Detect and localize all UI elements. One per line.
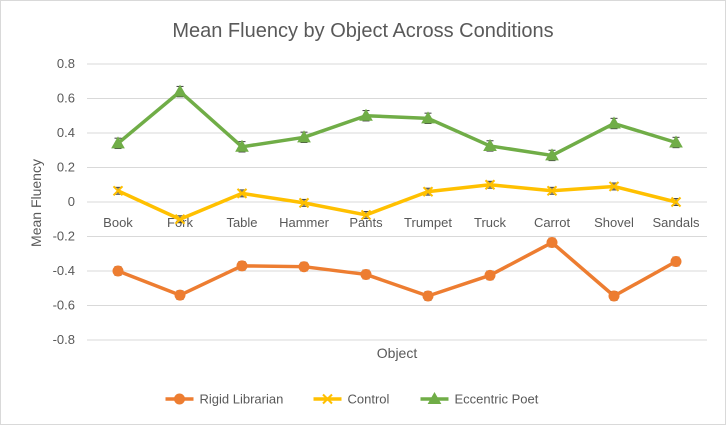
chart-title: Mean Fluency by Object Across Conditions (172, 20, 553, 42)
legend-marker (427, 391, 442, 404)
series-layer (111, 84, 683, 302)
data-point (484, 269, 496, 281)
y-tick-label: 0.8 (57, 56, 75, 71)
y-axis-ticks: 0.8 0.6 0.4 0.2 0 -0.2 -0.4 -0.6 -0.8 (53, 56, 75, 347)
series-eccentric-poet (111, 84, 683, 162)
data-point (483, 138, 497, 151)
legend-label: Eccentric Poet (455, 392, 539, 407)
y-tick-label: -0.6 (53, 298, 75, 313)
data-point (607, 116, 621, 129)
x-tick-label: Carrot (534, 215, 571, 230)
data-point (545, 148, 559, 161)
x-axis-ticks: BookForkTableHammerPantsTrumpetTruckCarr… (103, 215, 700, 230)
data-point (298, 261, 310, 273)
x-tick-label: Table (226, 215, 257, 230)
data-point (297, 130, 311, 143)
x-tick-label: Truck (474, 215, 507, 230)
legend-marker (174, 393, 185, 405)
data-point (359, 108, 373, 121)
data-point (669, 135, 683, 148)
data-point (484, 179, 496, 190)
series-line-rigid-librarian (117, 240, 677, 298)
data-point (670, 196, 682, 208)
y-tick-label: -0.8 (53, 332, 75, 347)
series-control (112, 179, 682, 225)
x-tick-label: Pants (349, 215, 383, 230)
data-point (546, 237, 558, 249)
data-point (174, 289, 186, 301)
data-point (112, 185, 124, 196)
legend-item-control: Control (313, 392, 390, 407)
data-point (422, 290, 434, 302)
x-axis-label: Object (377, 345, 418, 361)
data-point (360, 268, 372, 280)
series-line-control (117, 183, 677, 221)
x-tick-label: Trumpet (404, 215, 452, 230)
data-point (546, 185, 558, 196)
y-axis-label: Mean Fluency (28, 159, 44, 247)
data-point (608, 181, 620, 192)
legend: Rigid Librarian Control Eccentric Poet (165, 391, 539, 407)
data-point (421, 111, 435, 124)
data-point (174, 214, 186, 225)
data-point (111, 136, 125, 149)
x-tick-label: Book (103, 215, 133, 230)
y-tick-label: -0.2 (53, 229, 75, 244)
y-tick-label: 0 (68, 194, 75, 209)
y-tick-label: 0.2 (57, 160, 75, 175)
data-point (173, 84, 187, 97)
data-point (235, 139, 249, 152)
data-point (236, 188, 248, 199)
series-line-eccentric-poet (116, 89, 677, 158)
data-point (298, 197, 310, 209)
x-tick-label: Hammer (279, 215, 330, 230)
data-point (236, 260, 248, 272)
legend-label: Rigid Librarian (200, 392, 284, 407)
y-tick-label: -0.4 (53, 263, 75, 278)
y-tick-label: 0.6 (57, 91, 75, 106)
series-rigid-librarian (112, 237, 682, 302)
data-point (360, 209, 372, 221)
y-tick-label: 0.4 (57, 125, 75, 140)
legend-item-eccentric-poet: Eccentric Poet (420, 391, 539, 407)
x-tick-label: Shovel (594, 215, 634, 230)
data-point (608, 290, 620, 302)
data-point (112, 265, 124, 277)
legend-label: Control (348, 392, 390, 407)
x-tick-label: Sandals (653, 215, 700, 230)
legend-item-rigid-librarian: Rigid Librarian (165, 392, 284, 407)
legend-marker (322, 393, 333, 405)
data-point (670, 256, 682, 268)
data-point (422, 186, 434, 197)
